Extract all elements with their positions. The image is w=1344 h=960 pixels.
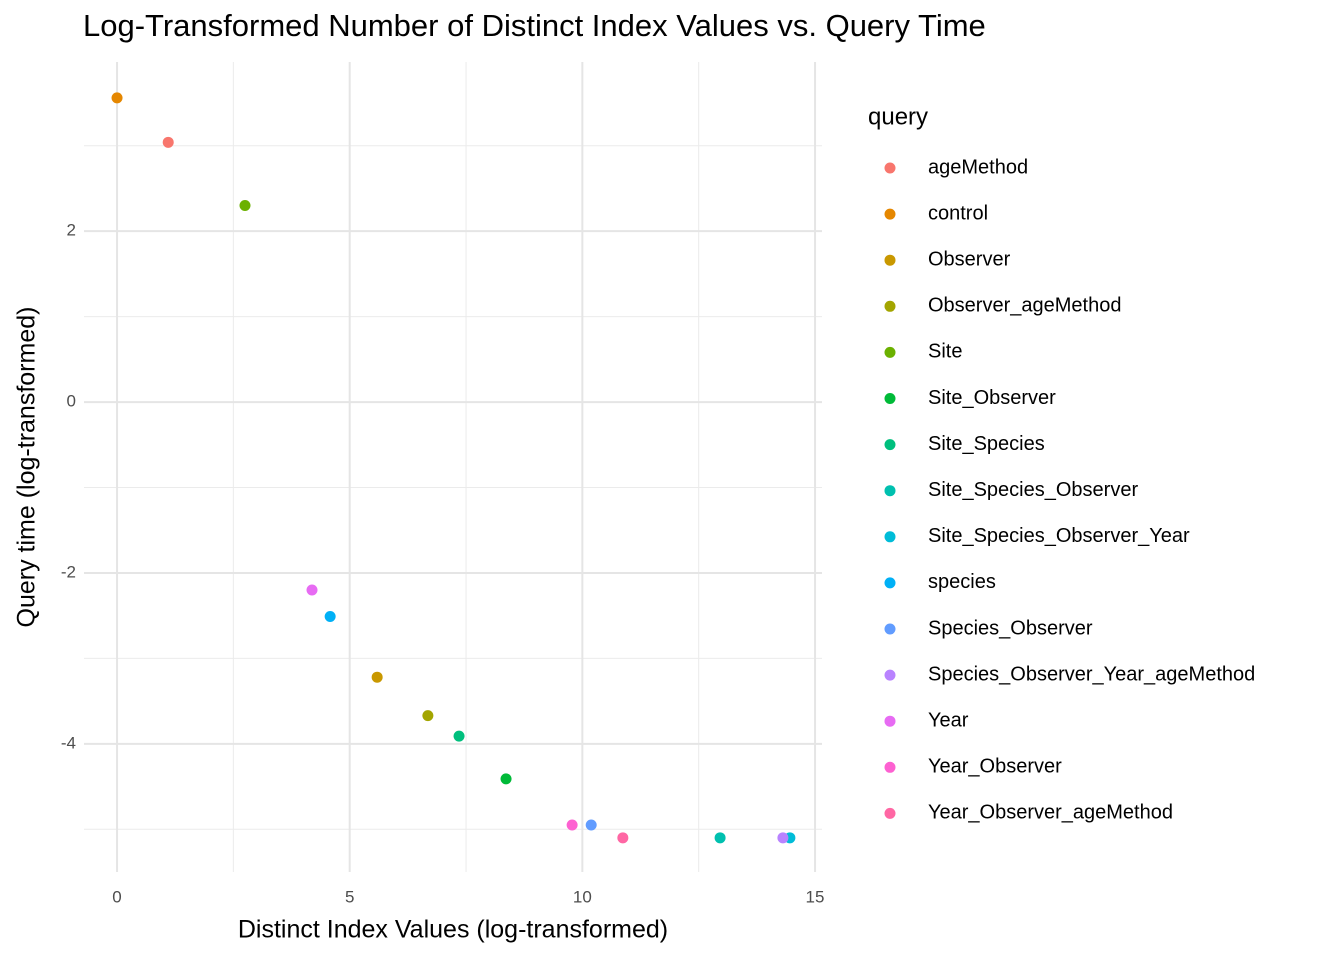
legend-label: Site_Species_Observer_Year [928, 525, 1190, 547]
y-axis-title: Query time (log-transformed) [13, 307, 41, 628]
legend-label: Species_Observer [928, 617, 1093, 639]
legend-label: Site_Species [928, 433, 1045, 455]
legend-marker [884, 531, 896, 543]
legend-label: Site_Observer [928, 387, 1056, 409]
legend-label: control [928, 202, 988, 224]
point [500, 773, 512, 785]
legend-marker [884, 300, 896, 312]
point [777, 832, 789, 844]
legend-title: query [868, 103, 928, 130]
legend-label: Site_Species_Observer [928, 479, 1138, 501]
legend-marker [884, 715, 896, 727]
y-tick-label: 2 [67, 221, 76, 240]
chart-title: Log-Transformed Number of Distinct Index… [83, 8, 986, 43]
legend-marker [884, 807, 896, 819]
legend-label: Observer_ageMethod [928, 295, 1121, 317]
legend-marker [884, 669, 896, 681]
legend-label: ageMethod [928, 156, 1028, 178]
legend-marker [884, 485, 896, 497]
x-tick-label: 10 [573, 887, 592, 906]
legend-label: Year_Observer [928, 756, 1062, 778]
legend-marker [884, 393, 896, 404]
legend-marker [884, 623, 896, 635]
legend-label: species [928, 571, 996, 593]
point [617, 832, 629, 844]
x-tick-label: 0 [112, 887, 121, 906]
y-tick-label: -2 [61, 562, 76, 581]
legend-marker [884, 346, 896, 358]
point [306, 584, 318, 596]
point [566, 819, 578, 831]
point [714, 832, 726, 844]
legend-marker [884, 761, 896, 773]
point [111, 92, 123, 104]
y-tick-label: -4 [61, 733, 76, 752]
point [162, 136, 174, 148]
y-tick-label: 0 [67, 392, 76, 411]
x-tick-label: 5 [345, 887, 354, 906]
legend-marker [884, 439, 896, 451]
point [453, 730, 465, 742]
point [371, 671, 383, 683]
point [239, 200, 251, 212]
x-axis-title: Distinct Index Values (log-transformed) [238, 916, 668, 944]
legend-marker [884, 254, 896, 266]
legend-label: Year [928, 709, 969, 731]
point [422, 710, 434, 722]
legend-marker [884, 577, 896, 589]
legend-marker [884, 208, 896, 220]
legend-label: Species_Observer_Year_ageMethod [928, 663, 1255, 685]
point [585, 819, 597, 831]
x-tick-label: 15 [806, 887, 825, 906]
legend-label: Observer [928, 248, 1011, 270]
point [324, 611, 336, 623]
legend-marker [884, 162, 896, 174]
legend-label: Site [928, 341, 962, 363]
legend-label: Year_Observer_ageMethod [928, 802, 1173, 824]
